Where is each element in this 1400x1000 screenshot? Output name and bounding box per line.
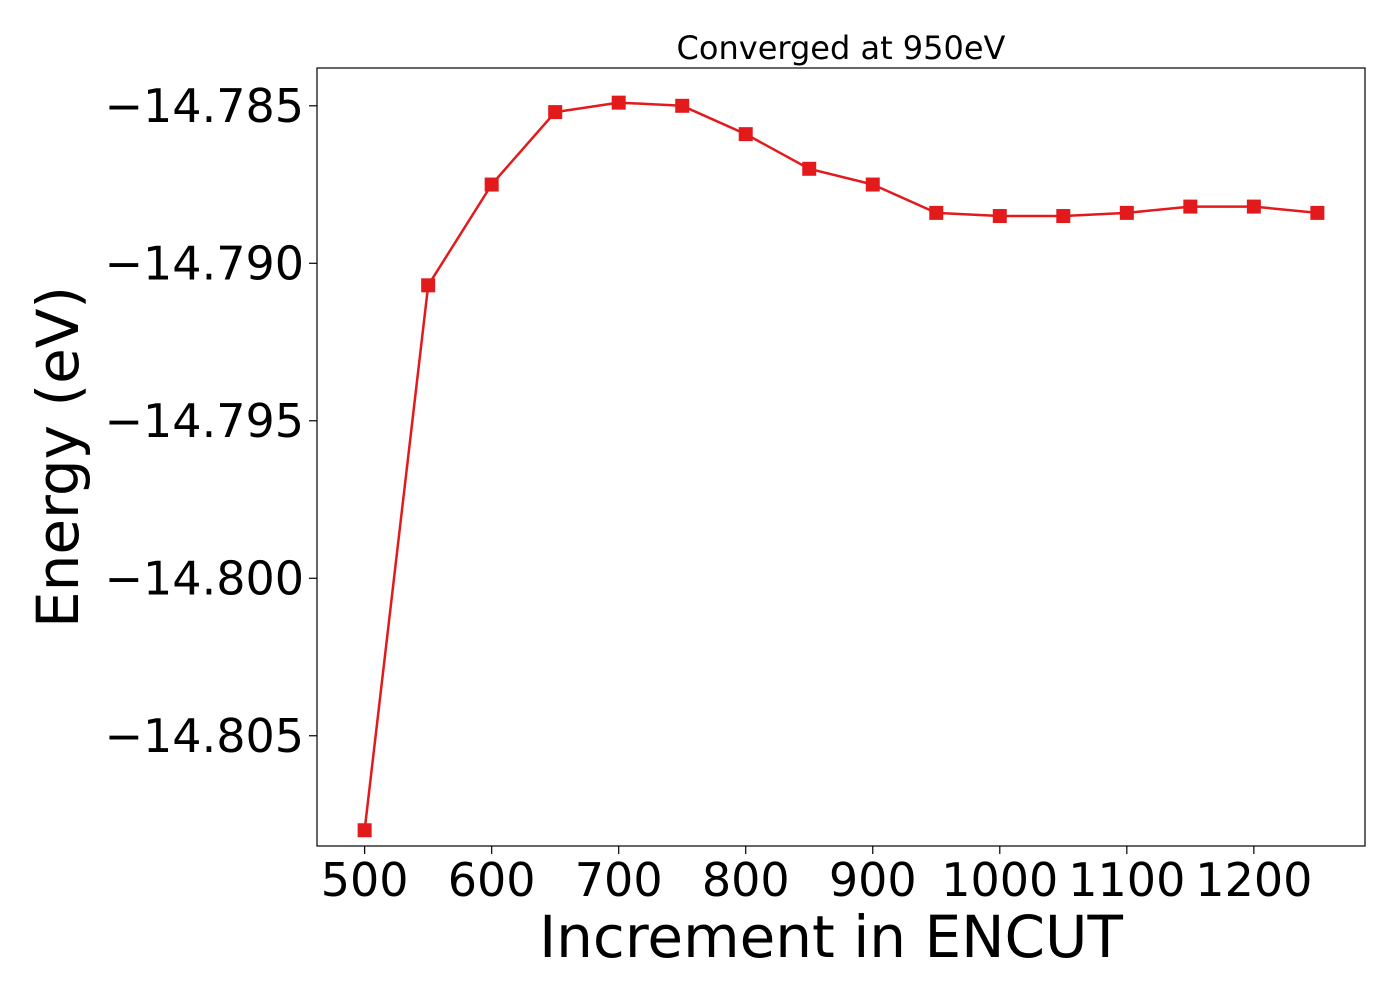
x-tick-label: 500 [321, 853, 409, 907]
y-axis-label: Energy (eV) [24, 286, 92, 628]
y-axis-ticks: −14.785 −14.790 −14.795 −14.800 −14.805 [105, 79, 317, 763]
data-point-marker [675, 98, 690, 113]
data-point-marker [929, 205, 944, 220]
data-point-marker [1056, 209, 1071, 224]
data-point-marker [357, 823, 372, 838]
data-point-marker [802, 161, 817, 176]
x-tick-label: 1000 [941, 853, 1058, 907]
series-line [363, 101, 1318, 831]
data-point-marker [548, 105, 563, 120]
chart-title: Converged at 950eV [677, 29, 1006, 67]
series-layer [357, 95, 1325, 838]
x-axis-ticks: 500 600 700 800 900 1000 1100 1200 [321, 846, 1312, 907]
y-tick-label: −14.785 [105, 79, 305, 133]
data-point-marker [611, 95, 626, 110]
data-point-marker [865, 177, 880, 192]
data-point-marker [1183, 199, 1198, 214]
x-tick-label: 700 [575, 853, 663, 907]
data-point-marker [1310, 205, 1325, 220]
y-tick-label: −14.800 [105, 551, 305, 605]
x-tick-label: 900 [829, 853, 917, 907]
x-tick-label: 1100 [1068, 853, 1185, 907]
x-tick-label: 800 [702, 853, 790, 907]
x-tick-label: 600 [448, 853, 536, 907]
plot-area [316, 67, 1366, 847]
y-tick-label: −14.805 [105, 709, 305, 763]
x-tick-label: 1200 [1195, 853, 1312, 907]
data-point-marker [421, 278, 436, 293]
data-point-marker [1119, 205, 1134, 220]
x-axis-label: Increment in ENCUT [539, 903, 1123, 971]
y-tick-label: −14.790 [105, 236, 305, 290]
data-point-marker [738, 127, 753, 142]
data-point-marker [484, 177, 499, 192]
y-tick-label: −14.795 [105, 394, 305, 448]
data-point-marker [1246, 199, 1261, 214]
data-point-marker [992, 209, 1007, 224]
